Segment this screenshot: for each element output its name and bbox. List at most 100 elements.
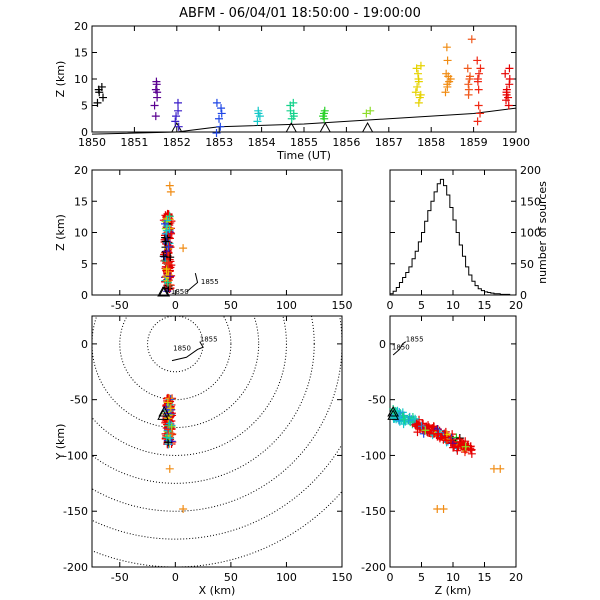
source-point <box>162 258 171 267</box>
source-point <box>167 229 176 238</box>
source-point <box>440 433 449 442</box>
source-point <box>174 106 183 115</box>
x-tick-label: 0 <box>387 299 394 312</box>
panel-xz_projection: -50 0 50 100 150 0 5 10 15 20 Z (km) 1855 1850 <box>54 164 353 312</box>
y-tick-label: -150 <box>361 505 386 518</box>
y-axis-label: number of sources <box>536 181 549 284</box>
track-label: 1855 <box>200 336 218 344</box>
source-point <box>97 82 106 91</box>
source-point <box>161 237 170 246</box>
source-point <box>217 104 226 113</box>
source-point <box>473 117 482 126</box>
station-marker <box>387 409 399 420</box>
source-point <box>464 80 473 89</box>
x-tick-label: 15 <box>478 571 492 584</box>
source-point <box>473 56 482 65</box>
source-point <box>164 242 173 251</box>
source-point <box>162 247 171 256</box>
track-label: 1850 <box>171 288 189 296</box>
source-point <box>416 61 425 70</box>
y-axis-label: Y (km) <box>54 424 67 461</box>
source-point <box>216 122 225 131</box>
y-tick-label: 20 <box>74 164 88 177</box>
source-point <box>505 64 514 73</box>
x-tick-label: 10 <box>446 299 460 312</box>
source-point <box>253 117 262 126</box>
source-point <box>165 410 174 419</box>
histogram-outline <box>389 178 516 296</box>
x-axis-label: Time (UT) <box>276 149 331 162</box>
source-point <box>424 421 433 430</box>
source-point <box>446 436 455 445</box>
range-ring <box>147 316 204 373</box>
y-tick-label: 10 <box>74 227 88 240</box>
x-tick-label: -50 <box>111 299 129 312</box>
y-tick-label: -200 <box>361 561 386 574</box>
range-ring <box>92 316 287 456</box>
source-point <box>159 252 168 261</box>
source-point <box>400 415 409 424</box>
source-point <box>461 442 470 451</box>
x-tick-label: 20 <box>509 571 523 584</box>
source-point <box>467 449 476 458</box>
x-axis-label: Z (km) <box>435 584 472 597</box>
source-point <box>166 253 175 262</box>
y-tick-label: 50 <box>520 258 534 271</box>
source-point <box>168 429 177 438</box>
y-tick-label: 0 <box>81 289 88 302</box>
x-tick-label: 1857 <box>375 136 403 149</box>
source-point <box>441 88 450 97</box>
source-point <box>93 98 102 107</box>
source-point <box>165 212 174 221</box>
source-point <box>162 433 171 442</box>
y-tick-label: 200 <box>520 164 541 177</box>
y-axis-label: Z (km) <box>54 61 67 98</box>
source-point <box>254 106 263 115</box>
source-point <box>474 69 483 78</box>
y-tick-label: 15 <box>74 47 88 60</box>
y-tick-label: 150 <box>520 195 541 208</box>
source-point <box>421 426 430 435</box>
y-tick-label: 0 <box>81 338 88 351</box>
y-tick-label: -50 <box>368 394 386 407</box>
source-point <box>172 112 181 121</box>
track-label: 1855 <box>201 278 219 286</box>
source-point <box>433 431 442 440</box>
source-point <box>174 122 183 131</box>
x-tick-label: 100 <box>276 299 297 312</box>
source-point <box>413 82 422 91</box>
y-tick-label: 5 <box>81 258 88 271</box>
station-marker <box>285 121 298 133</box>
source-point <box>413 421 422 430</box>
x-tick-label: 1859 <box>460 136 488 149</box>
source-point <box>460 448 469 457</box>
source-point <box>165 241 174 250</box>
panel-frame <box>389 169 517 296</box>
y-tick-label: 10 <box>74 73 88 86</box>
source-point <box>473 75 482 83</box>
source-point <box>161 219 170 228</box>
source-point <box>179 504 188 513</box>
y-axis-label: Z (km) <box>54 214 67 251</box>
x-tick-label: -50 <box>111 571 129 584</box>
source-point <box>474 85 483 94</box>
range-ring <box>92 316 315 484</box>
source-point <box>463 64 472 73</box>
source-point <box>395 408 404 417</box>
source-point <box>173 98 182 107</box>
source-point <box>417 422 426 431</box>
source-point <box>476 64 485 73</box>
x-tick-label: 150 <box>332 299 353 312</box>
y-tick-label: 5 <box>81 100 88 113</box>
source-point <box>504 101 513 110</box>
x-tick-label: 1854 <box>248 136 276 149</box>
source-point <box>163 398 172 407</box>
source-point <box>412 64 421 73</box>
x-axis-label: X (km) <box>199 584 236 597</box>
y-tick-label: 0 <box>379 338 386 351</box>
y-tick-label: 0 <box>520 289 527 302</box>
x-tick-label: 1855 <box>290 136 318 149</box>
storm-track <box>171 341 204 362</box>
